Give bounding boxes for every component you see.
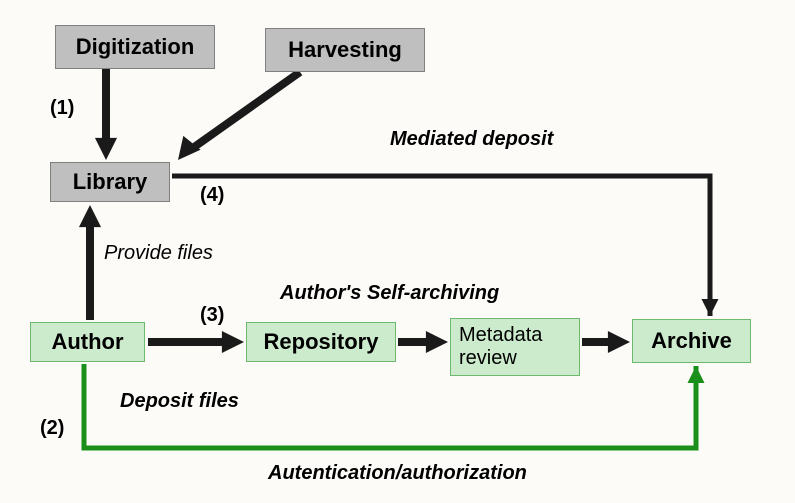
arrowhead-digitization-to-library	[95, 138, 117, 160]
label-n2: (2)	[40, 417, 64, 440]
node-archive: Archive	[632, 319, 751, 363]
label-n3: (3)	[200, 304, 224, 327]
label-authn: Autentication/authorization	[268, 462, 527, 485]
arrowhead-author-to-archive	[688, 366, 705, 383]
label-self_archiving: Author's Self-archiving	[280, 282, 499, 305]
label-n1: (1)	[50, 97, 74, 120]
arrowhead-repository-to-metadata	[426, 331, 448, 353]
arrowhead-author-to-repository	[222, 331, 244, 353]
arrow-harvesting-to-library	[190, 72, 300, 150]
label-provide: Provide files	[104, 242, 213, 265]
node-harvesting: Harvesting	[265, 28, 425, 72]
node-digitization: Digitization	[55, 25, 215, 69]
label-n4: (4)	[200, 184, 224, 207]
node-author: Author	[30, 322, 145, 362]
arrowhead-metadata-to-archive	[608, 331, 630, 353]
arrowhead-author-to-library	[79, 205, 101, 227]
arrowhead-harvesting-to-library	[169, 136, 200, 167]
label-mediated: Mediated deposit	[390, 128, 553, 151]
node-repository: Repository	[246, 322, 396, 362]
node-metadata: Metadata review	[450, 318, 580, 376]
node-library: Library	[50, 162, 170, 202]
arrowhead-library-to-archive	[702, 299, 719, 316]
label-deposit_files: Deposit files	[120, 390, 239, 413]
